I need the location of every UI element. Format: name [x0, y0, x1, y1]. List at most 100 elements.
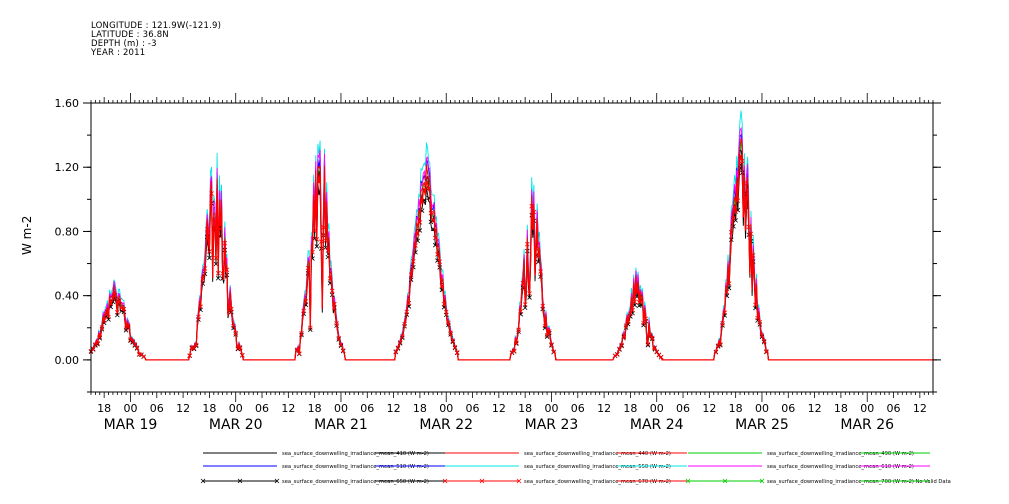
data-point-marker: [426, 185, 431, 191]
data-point-marker: [301, 308, 306, 314]
legend-entry: sea_surface_downwelling_irradiance_mean_…: [203, 451, 445, 457]
data-point-marker: [226, 305, 232, 310]
data-point-marker: [207, 249, 212, 254]
data-point-marker: [207, 255, 212, 261]
data-point-marker: [614, 351, 620, 357]
data-point-marker: [393, 349, 399, 354]
data-point-marker: [123, 326, 129, 331]
data-point-marker: [735, 207, 741, 213]
x-hour-label: 00: [860, 402, 874, 415]
data-point-marker: [527, 295, 532, 300]
data-point-marker: [621, 333, 627, 338]
data-point-marker: [218, 226, 223, 231]
x-hour-label: 06: [781, 402, 795, 415]
data-point-marker: [200, 276, 206, 282]
data-point-marker: [726, 281, 732, 286]
data-point-marker: [733, 209, 738, 214]
data-point-marker: [237, 345, 243, 350]
x-day-label: MAR 26: [840, 417, 894, 433]
x-hour-label: 06: [887, 402, 901, 415]
data-point-marker: [630, 307, 635, 313]
data-point-marker: [408, 272, 414, 277]
data-point-marker: [115, 310, 120, 315]
x-hour-label: 06: [676, 402, 690, 415]
x-day-label: MAR 19: [104, 417, 158, 433]
data-point-marker: [211, 217, 217, 222]
data-point-marker: [198, 304, 203, 310]
data-point-marker: [108, 301, 114, 306]
data-point-marker: [750, 253, 756, 258]
data-point-marker: [314, 244, 320, 249]
x-day-label: MAR 23: [525, 417, 579, 433]
header-latitude: LATITUDE : 36.8N: [91, 30, 169, 40]
data-point-marker: [222, 240, 228, 246]
data-point-marker: [454, 350, 460, 355]
data-point-marker: [529, 203, 535, 209]
data-point-marker: [544, 332, 550, 338]
data-point-marker: [753, 302, 758, 308]
data-point-marker: [413, 243, 418, 248]
data-point-marker: [628, 311, 633, 317]
header-longitude: LONGITUDE : 121.9W(-121.9): [91, 21, 222, 31]
legend-entry: sea_surface_downwelling_irradiance_mean_…: [685, 478, 951, 485]
series-markers-7: [88, 154, 769, 360]
legend-marker: [516, 478, 522, 484]
data-point-marker: [446, 320, 451, 326]
data-point-marker: [755, 315, 760, 321]
data-point-marker: [307, 327, 313, 332]
legend-marker: [200, 478, 206, 484]
data-point-marker: [134, 345, 140, 351]
data-point-marker: [617, 346, 622, 352]
data-point-marker: [437, 259, 442, 264]
data-point-marker: [415, 231, 420, 236]
data-point-marker: [303, 299, 309, 304]
data-point-marker: [196, 314, 201, 320]
data-point-marker: [93, 342, 98, 347]
data-point-marker: [323, 238, 328, 243]
data-point-marker: [323, 245, 328, 250]
data-point-marker: [619, 342, 624, 348]
data-point-marker: [720, 321, 725, 326]
data-point-marker: [104, 311, 109, 317]
legend-marker: [685, 478, 691, 484]
data-point-marker: [327, 276, 333, 281]
header-depth: DEPTH (m) : -3: [91, 39, 157, 49]
data-point-marker: [634, 290, 640, 295]
data-point-marker: [202, 266, 208, 271]
data-point-marker: [448, 330, 453, 336]
data-point-marker: [419, 199, 425, 204]
data-point-marker: [746, 224, 752, 230]
data-point-marker: [623, 323, 629, 328]
data-point-marker: [737, 154, 743, 159]
data-point-marker: [338, 342, 344, 348]
data-point-marker: [233, 330, 239, 336]
data-point-marker: [728, 229, 734, 235]
data-point-marker: [99, 325, 105, 330]
legend-marker: [759, 478, 765, 484]
x-day-label: MAR 20: [209, 417, 263, 433]
data-point-marker: [549, 342, 554, 347]
x-hour-label: 18: [202, 402, 216, 415]
x-hour-label: 12: [281, 402, 295, 415]
data-point-marker: [334, 321, 339, 326]
data-point-marker: [215, 275, 221, 281]
data-point-marker: [540, 303, 545, 309]
data-point-marker: [297, 351, 302, 356]
data-point-marker: [542, 323, 548, 329]
legend-marker: [237, 478, 243, 484]
data-point-marker: [305, 265, 311, 271]
data-point-marker: [132, 342, 138, 347]
data-point-marker: [325, 248, 331, 253]
data-point-marker: [744, 195, 749, 201]
data-point-marker: [713, 349, 719, 355]
x-hour-label: 00: [334, 402, 348, 415]
x-hour-label: 18: [729, 402, 743, 415]
x-hour-label: 06: [150, 402, 164, 415]
data-point-marker: [722, 310, 727, 315]
x-day-label: MAR 24: [630, 417, 684, 433]
data-point-marker: [650, 335, 655, 341]
data-point-marker: [509, 350, 515, 355]
data-point-marker: [130, 339, 135, 344]
header-year: YEAR : 2011: [91, 48, 146, 58]
